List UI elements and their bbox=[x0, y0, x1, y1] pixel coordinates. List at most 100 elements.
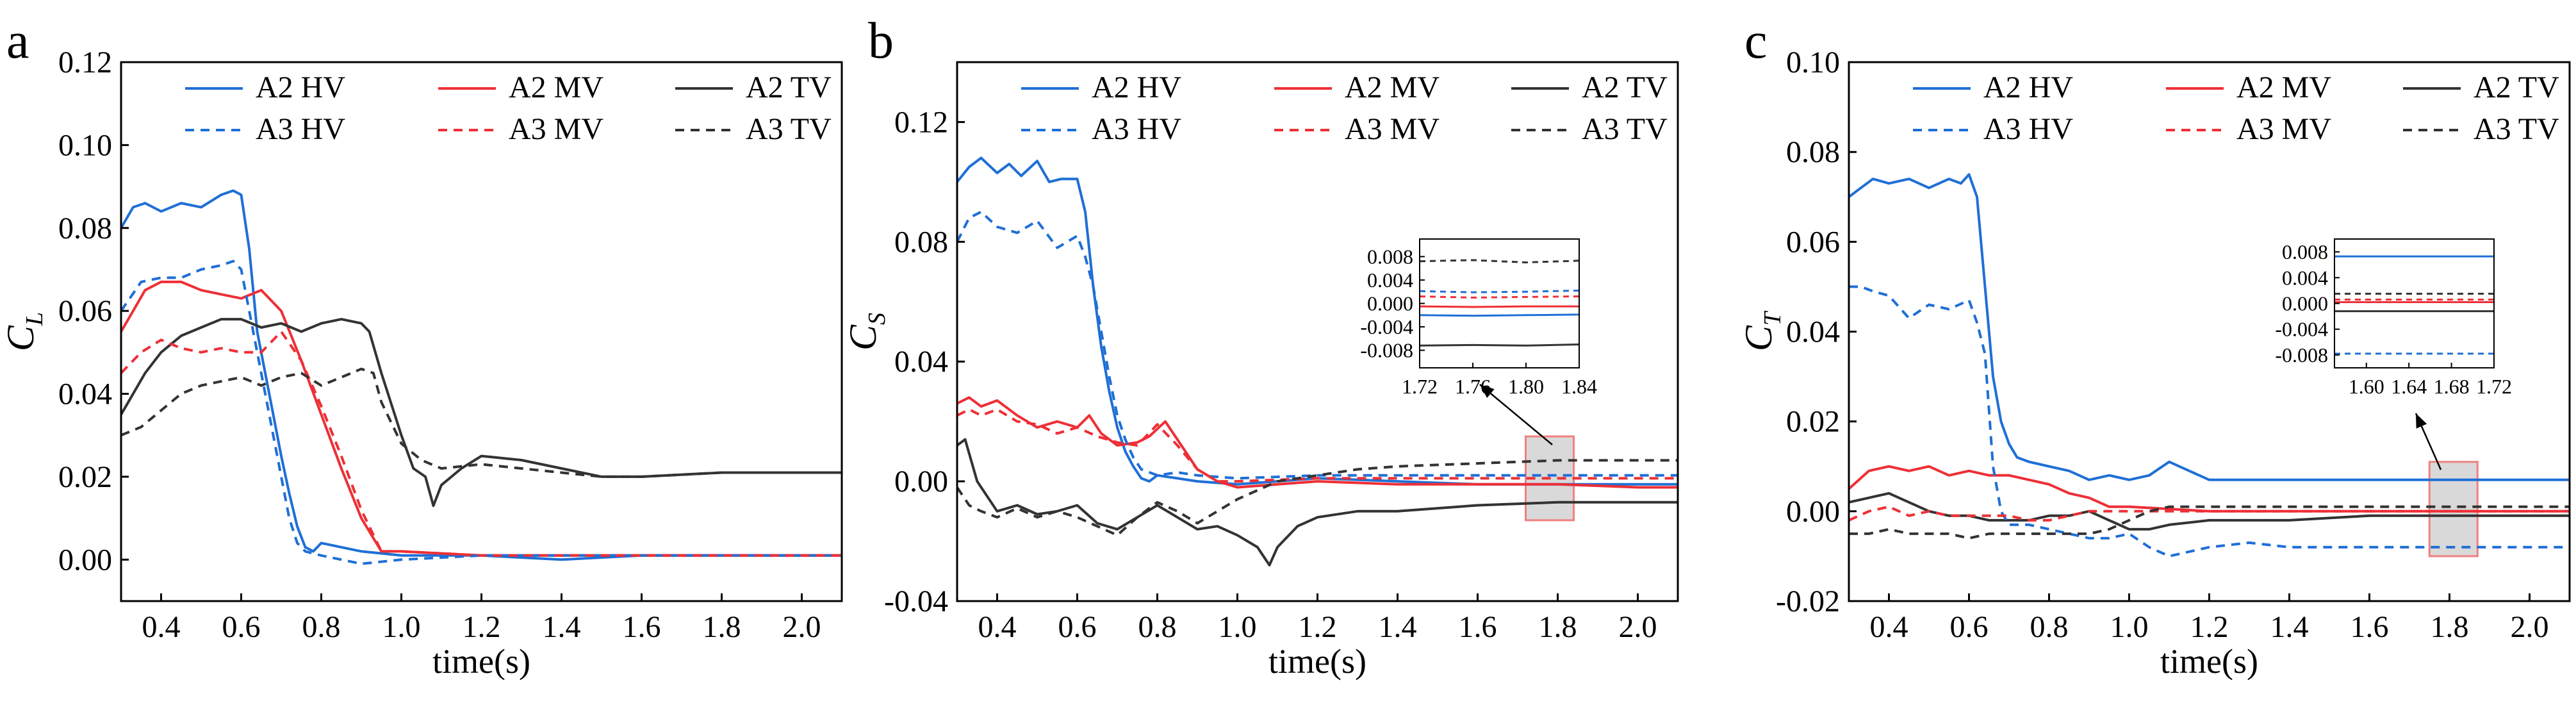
inset-line-a2-mv bbox=[1420, 305, 1579, 308]
inset-y-tick-label: 0.004 bbox=[1367, 269, 1413, 292]
series-line-a3-tv bbox=[1849, 505, 2570, 540]
x-tick-label: 1.0 bbox=[382, 610, 421, 644]
inset-y-tick-label: 0.008 bbox=[1367, 245, 1413, 268]
x-axis-label: time(s) bbox=[2160, 642, 2258, 681]
inset-x-tick-label: 1.84 bbox=[1561, 375, 1597, 398]
y-axis-label: CL bbox=[0, 312, 48, 351]
arrow-shaft bbox=[1479, 384, 1553, 445]
series-group bbox=[957, 156, 1678, 566]
x-tick-label: 0.8 bbox=[1138, 610, 1177, 644]
inset-y-tick-label: -0.004 bbox=[1360, 315, 1413, 338]
series-line-a2-tv bbox=[957, 438, 1678, 566]
series-line-a2-mv bbox=[957, 396, 1678, 489]
series-line-a3-tv bbox=[121, 367, 842, 478]
series-line-a3-hv bbox=[1849, 285, 2570, 558]
y-tick-label: 0.06 bbox=[58, 294, 112, 328]
inset-y-tick-label: 0.008 bbox=[2282, 240, 2328, 263]
x-axis-label: time(s) bbox=[432, 642, 530, 681]
legend: A2 HV A2 MV A2 TV A3 HV A3 MV A3 TV bbox=[185, 70, 832, 146]
inset-y-tick-label: -0.008 bbox=[2275, 343, 2328, 367]
inset-chart-c: 1.60 1.64 1.68 1.72 -0.008-0.004 0.000 0.004 0.… bbox=[2275, 238, 2512, 398]
y-tick-label: 0.02 bbox=[1786, 405, 1840, 439]
inset-x-tick-label: 1.72 bbox=[1402, 375, 1438, 398]
legend-label: A3 MV bbox=[1345, 112, 1440, 146]
inset-y-tick-label: -0.008 bbox=[1360, 339, 1413, 362]
y-tick-label: 0.06 bbox=[1786, 225, 1840, 259]
series-line-a3-mv bbox=[121, 330, 842, 557]
y-tick-label: -0.04 bbox=[884, 584, 948, 618]
x-tick-label: 1.8 bbox=[1539, 610, 1577, 644]
x-tick-label: 1.4 bbox=[1379, 610, 1417, 644]
panel-letter: b bbox=[868, 13, 894, 69]
inset-line-a2-tv bbox=[1420, 343, 1579, 347]
y-tick-label: -0.02 bbox=[1776, 584, 1840, 618]
x-tick-label: 2.0 bbox=[1619, 610, 1657, 644]
inset-y-tick-label: -0.004 bbox=[2275, 318, 2328, 341]
y-tick-label: 0.10 bbox=[58, 128, 112, 162]
x-tick-label: 1.2 bbox=[463, 610, 501, 644]
legend: A2 HV A2 MV A2 TV A3 HV A3 MV A3 TV bbox=[1913, 70, 2559, 146]
y-tick-label: 0.04 bbox=[894, 345, 948, 379]
y-axis-label-sub: L bbox=[21, 312, 48, 326]
legend-label: A2 TV bbox=[2473, 70, 2559, 104]
x-tick-label: 0.8 bbox=[302, 610, 341, 644]
legend-label: A3 HV bbox=[1092, 112, 1181, 146]
x-tick-label: 1.0 bbox=[2110, 610, 2149, 644]
x-tick-label: 1.2 bbox=[1299, 610, 1337, 644]
inset-chart-b: 1.72 1.76 1.80 1.84 -0.008-0.0040.0000.0040.… bbox=[1360, 238, 1597, 398]
y-axis-label-sub: T bbox=[1759, 310, 1786, 326]
y-axis-label-main: C bbox=[1737, 325, 1780, 351]
y-axis-label-sub: S bbox=[864, 313, 890, 325]
legend-label: A3 HV bbox=[256, 112, 345, 146]
plot-frame bbox=[120, 61, 843, 602]
legend-label: A3 TV bbox=[746, 112, 832, 146]
y-tick-label: 0.12 bbox=[58, 45, 112, 79]
legend-label: A2 MV bbox=[509, 70, 603, 104]
legend-label: A2 HV bbox=[1983, 70, 2073, 104]
y-tick-label: 0.12 bbox=[894, 105, 948, 139]
x-tick-label: 0.8 bbox=[2030, 610, 2069, 644]
inset-y-tick-label: 0.000 bbox=[1367, 292, 1413, 315]
x-tick-label: 1.6 bbox=[623, 610, 661, 644]
panel-letter: a bbox=[6, 13, 29, 69]
legend-label: A2 HV bbox=[256, 70, 345, 104]
inset-line-a2-hv bbox=[1420, 313, 1579, 317]
y-tick-label: 0.04 bbox=[1786, 315, 1840, 349]
legend-label: A3 TV bbox=[1582, 112, 1668, 146]
x-tick-label: 1.6 bbox=[1459, 610, 1497, 644]
x-tick-label: 0.4 bbox=[142, 610, 181, 644]
panel-letter: c bbox=[1744, 13, 1768, 69]
y-tick-label: 0.08 bbox=[1786, 135, 1840, 169]
inset-pointer-arrow bbox=[2415, 413, 2442, 470]
inset-pointer-arrow bbox=[1479, 384, 1553, 445]
arrow-head bbox=[1480, 384, 1495, 398]
x-tick-label: 0.6 bbox=[1950, 610, 1989, 644]
series-line-a2-mv bbox=[121, 280, 842, 557]
chart-panel-c: c 0.4 0.6 0.8 1.0 1.2 1.4 1.6 1.8 2.0 -0.02 0.00 0.0… bbox=[1737, 13, 2571, 681]
legend-label: A2 HV bbox=[1092, 70, 1181, 104]
series-group bbox=[121, 189, 842, 565]
x-tick-label: 0.4 bbox=[978, 610, 1017, 644]
inset-series-group bbox=[2334, 255, 2494, 355]
inset-x-tick-label: 1.68 bbox=[2434, 375, 2470, 398]
y-axis-label: CT bbox=[1737, 310, 1786, 351]
y-tick-label: 0.04 bbox=[58, 377, 112, 411]
legend-label: A3 TV bbox=[2473, 112, 2559, 146]
x-tick-label: 1.2 bbox=[2190, 610, 2229, 644]
series-line-a3-mv bbox=[1849, 505, 2570, 522]
y-axis-label-main: C bbox=[842, 324, 884, 351]
x-tick-label: 0.4 bbox=[1870, 610, 1908, 644]
y-tick-label: 0.00 bbox=[894, 465, 948, 499]
y-tick-label: 0.08 bbox=[58, 211, 112, 245]
inset-x-tick-label: 1.76 bbox=[1455, 375, 1491, 398]
y-axis-label: CS bbox=[842, 313, 890, 351]
x-tick-label: 1.4 bbox=[543, 610, 581, 644]
inset-bg bbox=[1420, 239, 1579, 368]
x-tick-label: 1.6 bbox=[2350, 610, 2389, 644]
x-tick-label: 1.8 bbox=[703, 610, 741, 644]
series-line-a2-tv bbox=[1849, 492, 2570, 531]
y-tick-label: 0.00 bbox=[58, 543, 112, 577]
series-line-a2-hv bbox=[1849, 173, 2570, 481]
inset-x-tick-label: 1.64 bbox=[2391, 375, 2427, 398]
